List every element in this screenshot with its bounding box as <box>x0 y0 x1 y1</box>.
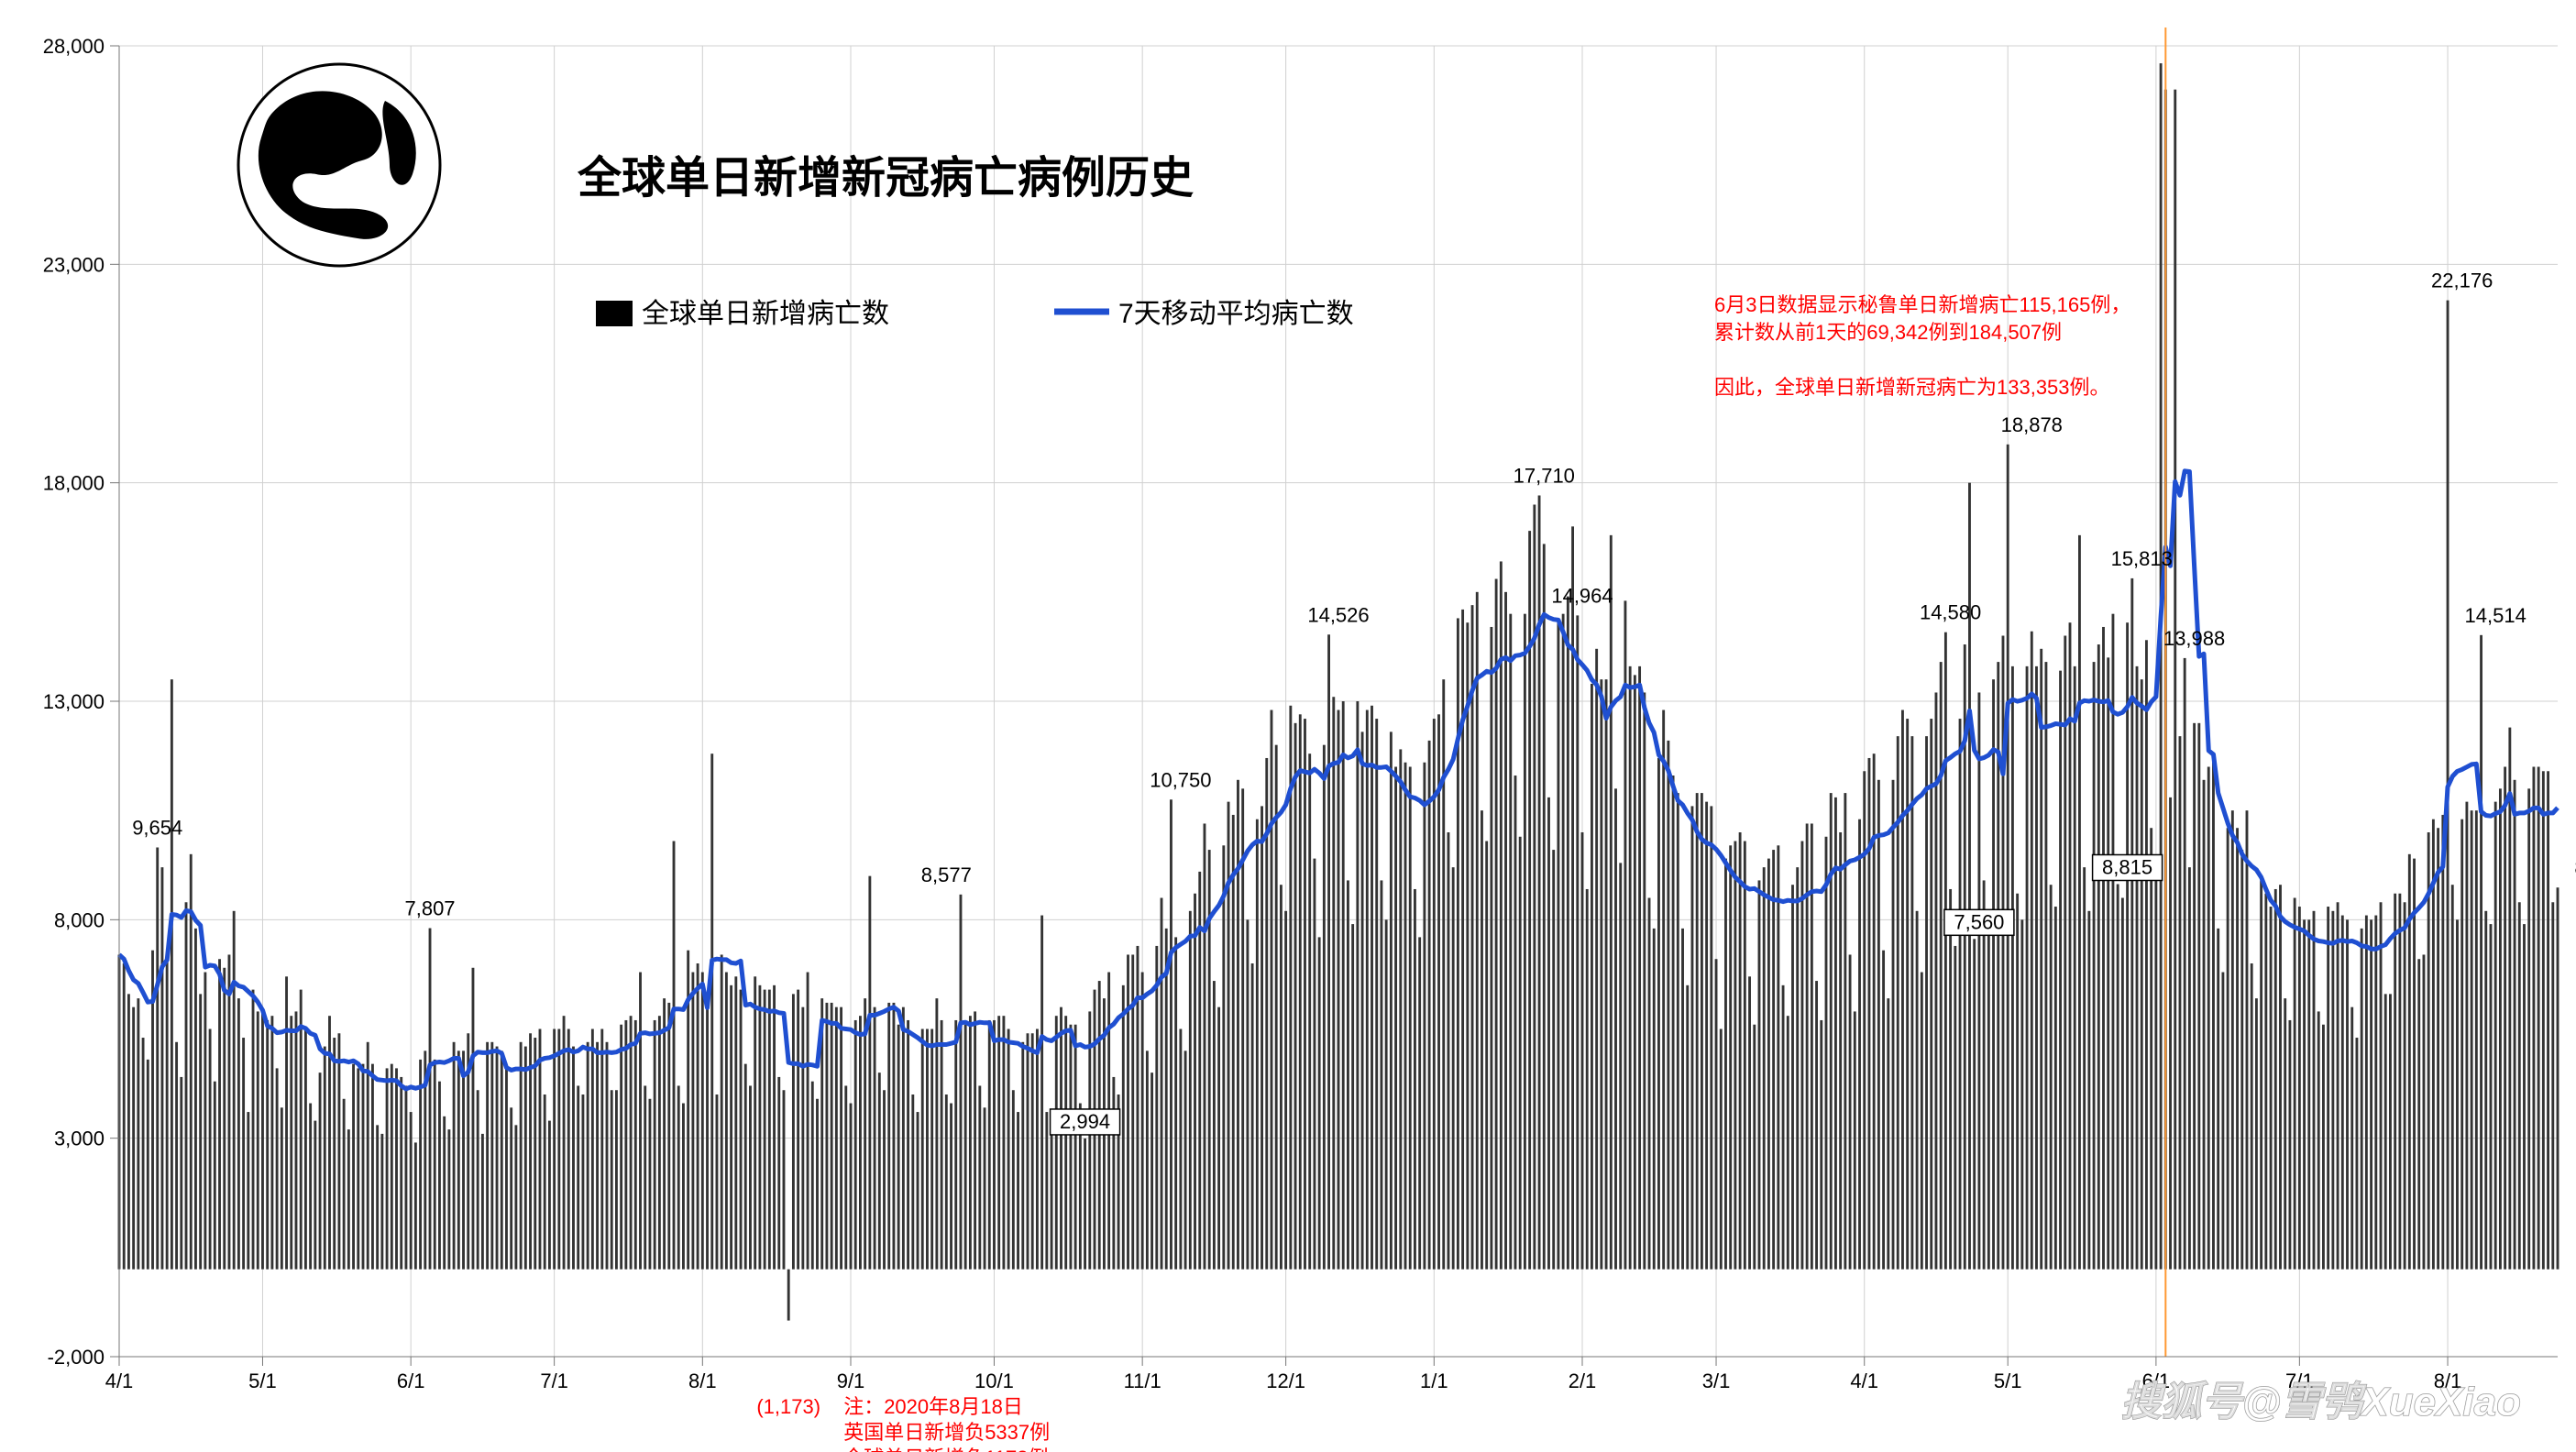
aug18-note-line: 注：2020年8月18日 <box>843 1395 1023 1418</box>
aug18-value-label: (1,173) <box>756 1395 820 1418</box>
x-tick-label: 10/1 <box>974 1370 1014 1392</box>
bars-group <box>118 63 2559 1321</box>
y-tick-label: 13,000 <box>43 690 105 713</box>
peak-label: 8,815 <box>2102 855 2152 878</box>
peak-label: 22,176 <box>2431 270 2493 292</box>
legend-bars-label: 全球单日新增病亡数 <box>642 299 889 329</box>
chart-title: 全球单日新增新冠病亡病例历史 <box>577 153 1194 203</box>
y-tick-label: 28,000 <box>43 35 105 58</box>
peak-label: 14,580 <box>1920 601 1981 624</box>
x-tick-label: 8/1 <box>688 1370 717 1392</box>
chart-container: -2,000 3,000 8,000 13,000 18,000 23,000 28,000… <box>0 0 2576 1452</box>
jun3-note-line: 累计数从前1天的69,342例到184,507例 <box>1714 321 2062 344</box>
x-tick-label: 5/1 <box>248 1370 277 1392</box>
x-tick-label: 5/1 <box>1994 1370 2022 1392</box>
peak-label: 9,654 <box>132 816 182 839</box>
x-tick-label: 3/1 <box>1702 1370 1731 1392</box>
x-tick-label: 4/1 <box>105 1370 134 1392</box>
peak-label: 15,813 <box>2111 547 2173 570</box>
x-tick-label: 4/1 <box>1850 1370 1878 1392</box>
watermark: 搜狐号@雪鸮XueXiao <box>2120 1380 2521 1424</box>
x-tick-label: 12/1 <box>1266 1370 1305 1392</box>
y-tick-label: -2,000 <box>48 1346 105 1369</box>
peak-label: 14,514 <box>2465 604 2526 627</box>
x-tick-label: 1/1 <box>1420 1370 1448 1392</box>
y-tick-label: 8,000 <box>54 908 105 931</box>
peak-label: 18,878 <box>2001 413 2063 436</box>
peak-label: 13,988 <box>2163 627 2225 650</box>
peak-label: 10,750 <box>1150 768 1211 791</box>
x-tick-label: 11/1 <box>1124 1370 1161 1392</box>
peak-label: 2,994 <box>1060 1110 1110 1133</box>
peak-label: 14,964 <box>1551 584 1613 607</box>
x-tick-label: 2/1 <box>1569 1370 1597 1392</box>
peak-label: 17,710 <box>1514 464 1575 487</box>
x-tick-label: 7/1 <box>540 1370 568 1392</box>
y-tick-label: 3,000 <box>54 1128 105 1150</box>
y-tick-label: 23,000 <box>43 253 105 276</box>
chart-svg: -2,000 3,000 8,000 13,000 18,000 23,000 28,000… <box>0 0 2576 1452</box>
jun3-note-line: 6月3日数据显示秘鲁单日新增病亡115,165例， <box>1714 293 2130 316</box>
peak-label: 7,807 <box>404 897 455 920</box>
aug18-note-line: 英国单日新增负5337例 <box>843 1421 1050 1444</box>
globe-icon <box>238 64 440 266</box>
y-tick-label: 18,000 <box>43 472 105 495</box>
legend-line-label: 7天移动平均病亡数 <box>1118 299 1354 329</box>
x-tick-label: 6/1 <box>397 1370 425 1392</box>
x-tick-label: 9/1 <box>837 1370 865 1392</box>
peak-label: 7,560 <box>1954 910 2004 933</box>
peak-label: 8,577 <box>921 864 972 886</box>
peak-label: 14,526 <box>1307 603 1369 626</box>
legend: 全球单日新增病亡数 7天移动平均病亡数 <box>596 299 1354 329</box>
aug18-note-line: 全球单日新增负1173例 <box>843 1446 1048 1452</box>
jun3-note-line: 因此，全球单日新增新冠病亡为133,353例。 <box>1714 376 2110 399</box>
